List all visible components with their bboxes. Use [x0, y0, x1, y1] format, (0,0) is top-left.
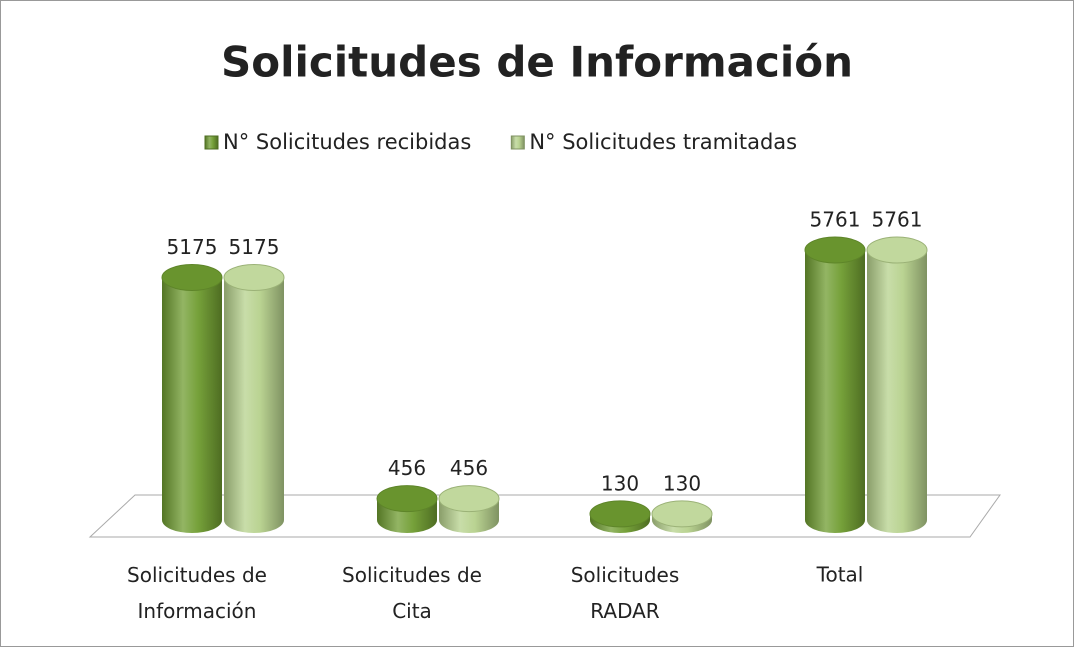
- bar-body: [224, 277, 284, 533]
- x-tick-label: Total: [816, 563, 864, 587]
- floor: [88, 494, 1001, 538]
- x-tick-label: Solicitudes de Cita: [342, 563, 482, 623]
- bar: [804, 236, 866, 533]
- data-label: 130: [663, 471, 701, 495]
- x-tick-label: Solicitudes de Información: [127, 563, 267, 623]
- x-tick-label: Solicitudes RADAR: [571, 563, 680, 623]
- legend-label: N° Solicitudes recibidas: [223, 130, 471, 154]
- data-label: 130: [601, 471, 639, 495]
- bar: [223, 263, 285, 533]
- bar-top: [589, 500, 651, 528]
- bar: [589, 500, 651, 533]
- bar: [376, 485, 438, 533]
- bar-top: [161, 263, 223, 291]
- bar-top: [866, 236, 928, 264]
- legend-swatch: [510, 135, 525, 150]
- bar-top: [376, 485, 438, 513]
- data-label: 5761: [872, 208, 923, 232]
- chart-title: Solicitudes de Información: [221, 38, 853, 87]
- bar-top: [804, 236, 866, 264]
- bar-top: [651, 500, 713, 528]
- data-label: 5175: [229, 235, 280, 259]
- data-label: 5175: [167, 235, 218, 259]
- legend-swatch: [204, 135, 219, 150]
- bar-top: [223, 263, 285, 291]
- bar-top: [438, 485, 500, 513]
- legend-label: N° Solicitudes tramitadas: [529, 130, 797, 154]
- bar: [866, 236, 928, 533]
- bar: [161, 263, 223, 533]
- data-label: 5761: [810, 208, 861, 232]
- data-label: 456: [388, 456, 426, 480]
- data-label: 456: [450, 456, 488, 480]
- bar: [651, 500, 713, 533]
- bar-body: [162, 277, 222, 533]
- bar-body: [867, 250, 927, 533]
- bar-body: [805, 250, 865, 533]
- bar: [438, 485, 500, 533]
